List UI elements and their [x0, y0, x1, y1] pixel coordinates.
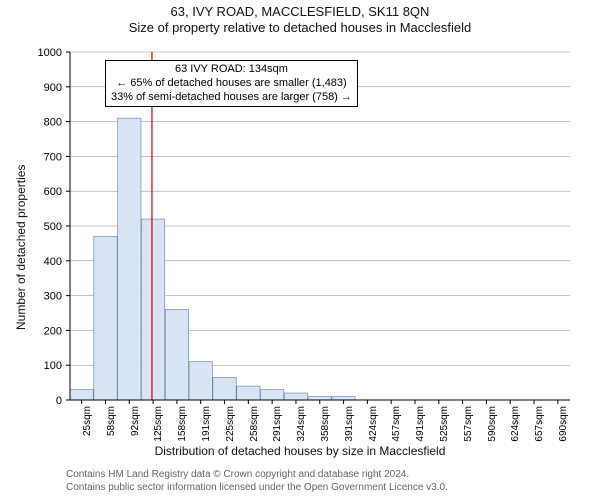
- bar: [165, 310, 188, 400]
- x-tick-label: 258sqm: [249, 406, 260, 442]
- svg-text:100: 100: [44, 360, 62, 372]
- title-line-1: 63, IVY ROAD, MACCLESFIELD, SK11 8QN: [0, 4, 600, 19]
- x-tick-label: 58sqm: [106, 406, 117, 436]
- svg-text:800: 800: [44, 117, 62, 129]
- bar: [213, 377, 236, 400]
- x-tick-label: 324sqm: [296, 406, 307, 442]
- bar: [118, 118, 141, 400]
- y-axis-label: Number of detached properties: [14, 165, 28, 330]
- annotation-box: 63 IVY ROAD: 134sqm ← 65% of detached ho…: [105, 60, 358, 107]
- x-axis-label: Distribution of detached houses by size …: [0, 444, 600, 458]
- x-tick-label: 125sqm: [153, 406, 164, 442]
- x-tick-label: 25sqm: [82, 406, 93, 436]
- bar: [141, 219, 164, 400]
- bar: [237, 386, 260, 400]
- x-tick-label: 358sqm: [320, 406, 331, 442]
- title-line-2: Size of property relative to detached ho…: [0, 20, 600, 35]
- chart-container: 63, IVY ROAD, MACCLESFIELD, SK11 8QN Siz…: [0, 0, 600, 500]
- x-tick-label: 291sqm: [272, 406, 283, 442]
- x-tick-label: 191sqm: [201, 406, 212, 442]
- svg-text:0: 0: [56, 395, 62, 407]
- x-tick-label: 457sqm: [391, 406, 402, 442]
- svg-text:200: 200: [44, 325, 62, 337]
- x-tick-label: 557sqm: [463, 406, 474, 442]
- bar: [332, 397, 355, 400]
- x-tick-label: 424sqm: [368, 406, 379, 442]
- bar: [189, 362, 212, 400]
- bar: [308, 397, 331, 400]
- bar: [284, 393, 307, 400]
- x-tick-label: 391sqm: [344, 406, 355, 442]
- svg-text:500: 500: [44, 221, 62, 233]
- x-tick-label: 590sqm: [487, 406, 498, 442]
- svg-text:900: 900: [44, 82, 62, 94]
- x-tick-label: 657sqm: [534, 406, 545, 442]
- annotation-line-1: 63 IVY ROAD: 134sqm: [111, 63, 352, 77]
- x-tick-label: 225sqm: [225, 406, 236, 442]
- svg-text:600: 600: [44, 186, 62, 198]
- footer-line-2: Contains public sector information licen…: [66, 481, 448, 494]
- x-tick-label: 158sqm: [177, 406, 188, 442]
- x-tick-label: 690sqm: [558, 406, 569, 442]
- svg-text:700: 700: [44, 151, 62, 163]
- bar: [94, 236, 117, 400]
- x-tick-label: 491sqm: [415, 406, 426, 442]
- bar: [260, 390, 283, 400]
- footer-line-1: Contains HM Land Registry data © Crown c…: [66, 468, 448, 481]
- footer-text: Contains HM Land Registry data © Crown c…: [66, 468, 448, 494]
- svg-text:400: 400: [44, 256, 62, 268]
- annotation-line-2: ← 65% of detached houses are smaller (1,…: [111, 77, 352, 91]
- annotation-line-3: 33% of semi-detached houses are larger (…: [111, 91, 352, 105]
- x-tick-label: 624sqm: [510, 406, 521, 442]
- svg-text:1000: 1000: [38, 47, 62, 59]
- x-tick-label: 525sqm: [439, 406, 450, 442]
- x-tick-label: 92sqm: [130, 406, 141, 436]
- bar: [70, 390, 93, 400]
- svg-text:300: 300: [44, 291, 62, 303]
